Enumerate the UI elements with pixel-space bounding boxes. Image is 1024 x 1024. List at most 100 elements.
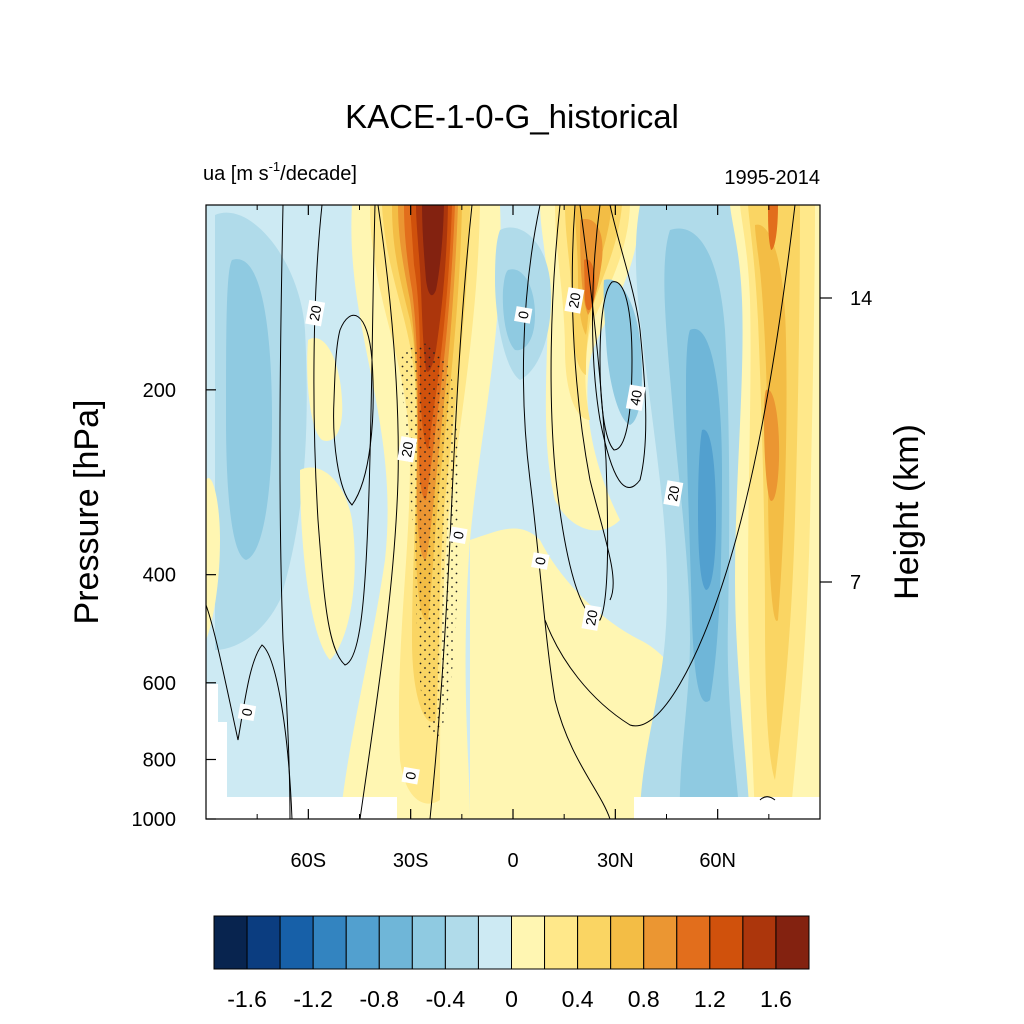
contour-label-box bbox=[564, 287, 585, 314]
contour-label-text: 20 bbox=[565, 291, 583, 309]
contour-label-box bbox=[581, 604, 602, 631]
contour-label-text: 20 bbox=[582, 608, 600, 626]
x-tick-label: 60S bbox=[291, 850, 327, 872]
colorbar-label: -1.2 bbox=[293, 986, 333, 1012]
contour-label: 20 bbox=[305, 299, 326, 327]
contour-label-box bbox=[663, 480, 684, 507]
variable-label: ua [m s-1/decade] bbox=[203, 159, 357, 185]
nh-blue-4 bbox=[698, 429, 716, 590]
contour-label: 0 bbox=[237, 703, 257, 721]
topography-mask-2 bbox=[218, 722, 227, 819]
colorbar-label: 0.4 bbox=[562, 986, 594, 1012]
y-tick-label: 1000 bbox=[132, 809, 177, 831]
y-tick-label: 800 bbox=[143, 749, 176, 771]
colorbar-label: 1.6 bbox=[760, 986, 792, 1012]
colorbar-label: 1.2 bbox=[694, 986, 726, 1012]
x-axis: 60S 30S 0 30N 60N bbox=[256, 205, 770, 872]
contour-label: 0 bbox=[514, 306, 533, 324]
colorbar-swatch bbox=[345, 915, 380, 970]
colorbar-swatch bbox=[312, 915, 347, 970]
contour-label-text: 0 bbox=[450, 530, 467, 541]
variable-label-sup: -1 bbox=[269, 159, 281, 174]
contour-label: 20 bbox=[663, 480, 684, 507]
y-right-tick-label: 14 bbox=[850, 288, 872, 310]
contour-label-text: 20 bbox=[398, 440, 416, 458]
chart-title: KACE-1-0-G_historical bbox=[345, 98, 679, 135]
contour-label-box bbox=[305, 299, 326, 327]
nh-pole-warm-6 bbox=[768, 205, 778, 250]
mid-yellow-blob bbox=[300, 467, 355, 660]
contour-label-text: 0 bbox=[402, 770, 419, 781]
colorbar-swatch bbox=[279, 915, 314, 970]
y-tick-label: 600 bbox=[143, 673, 176, 695]
variable-label-main: ua [m s bbox=[203, 163, 269, 185]
colorbar-swatch bbox=[643, 915, 678, 970]
contour-label-text: 0 bbox=[532, 556, 549, 567]
colorbar-swatch bbox=[411, 915, 446, 970]
y-axis: 1000 800 600 400 200 bbox=[132, 380, 216, 831]
sp-yellow bbox=[206, 478, 220, 640]
colorbar-swatch bbox=[676, 915, 711, 970]
colorbar-swatch bbox=[709, 915, 744, 970]
colorbar-swatch bbox=[246, 915, 281, 970]
sh-warm-col-9 bbox=[422, 205, 444, 296]
contour-label: 20 bbox=[564, 287, 585, 314]
contour-label-box bbox=[401, 766, 420, 785]
colorbar-label: -0.4 bbox=[426, 986, 466, 1012]
colorbar-label: -1.6 bbox=[227, 986, 267, 1012]
y-right-tick-label: 7 bbox=[850, 572, 861, 594]
colorbar-swatch bbox=[213, 915, 248, 970]
climatology-contours bbox=[206, 205, 796, 819]
y-axis-right: 14 7 bbox=[820, 288, 872, 594]
colorbar-label: -0.8 bbox=[359, 986, 399, 1012]
plot-area bbox=[206, 205, 820, 819]
x-tick-label: 30N bbox=[597, 850, 634, 872]
lower-yellow-band bbox=[470, 528, 701, 819]
x-tick-label: 0 bbox=[507, 850, 518, 872]
colorbar-swatch bbox=[511, 915, 546, 970]
colorbar-swatch bbox=[577, 915, 612, 970]
topography-mask-1 bbox=[206, 684, 218, 819]
contour-label: 0 bbox=[401, 766, 420, 785]
x-tick-label: 30S bbox=[393, 850, 429, 872]
contour-label: 20 bbox=[581, 604, 602, 631]
contour-label-box bbox=[514, 306, 533, 324]
contour-label-box bbox=[397, 436, 418, 463]
x-tick-label: 60N bbox=[699, 850, 736, 872]
variable-label-tail: /decade] bbox=[280, 163, 357, 185]
colorbar-swatch bbox=[775, 915, 810, 970]
colorbar-swatch bbox=[544, 915, 579, 970]
contour-label-text: 0 bbox=[515, 309, 532, 320]
sh-blue-core bbox=[226, 259, 272, 560]
contour-label-box bbox=[237, 703, 257, 721]
colorbar-swatch bbox=[444, 915, 479, 970]
y-axis-right-title: Height (km) bbox=[888, 424, 926, 600]
colorbar-swatch bbox=[742, 915, 777, 970]
y-tick-label: 200 bbox=[143, 380, 176, 402]
contour-label-text: 0 bbox=[238, 707, 255, 718]
y-axis-title: Pressure [hPa] bbox=[68, 400, 106, 625]
contour-label: 40 bbox=[625, 384, 646, 411]
contour-label-text: 20 bbox=[664, 484, 682, 502]
colorbar-swatch bbox=[610, 915, 645, 970]
contour-label-box bbox=[531, 552, 550, 570]
y-tick-label: 400 bbox=[143, 565, 176, 587]
colorbar-swatch bbox=[378, 915, 413, 970]
nh-pole-warm-5 bbox=[764, 389, 780, 501]
colorbar-label: 0 bbox=[505, 986, 518, 1012]
contour-label-text: 40 bbox=[627, 388, 645, 406]
contour-labels: 20 20 0 0 20 40 20 0 20 0 0 bbox=[237, 287, 684, 785]
contour-label-box bbox=[449, 526, 468, 544]
topography-mask-3 bbox=[227, 797, 397, 819]
contour-label: 0 bbox=[531, 552, 550, 570]
contour-label: 0 bbox=[449, 526, 468, 544]
topography-mask-4 bbox=[634, 797, 820, 819]
colorbar-label: 0.8 bbox=[628, 986, 660, 1012]
contour-label-text: 20 bbox=[306, 304, 324, 322]
colorbar: -1.6 -1.2 -0.8 -0.4 0 0.4 0.8 1.2 1.6 bbox=[213, 915, 810, 1012]
contour-label: 20 bbox=[397, 436, 418, 463]
colorbar-swatch bbox=[477, 915, 513, 970]
period-label: 1995-2014 bbox=[724, 167, 820, 189]
contour-label-box bbox=[625, 384, 646, 411]
